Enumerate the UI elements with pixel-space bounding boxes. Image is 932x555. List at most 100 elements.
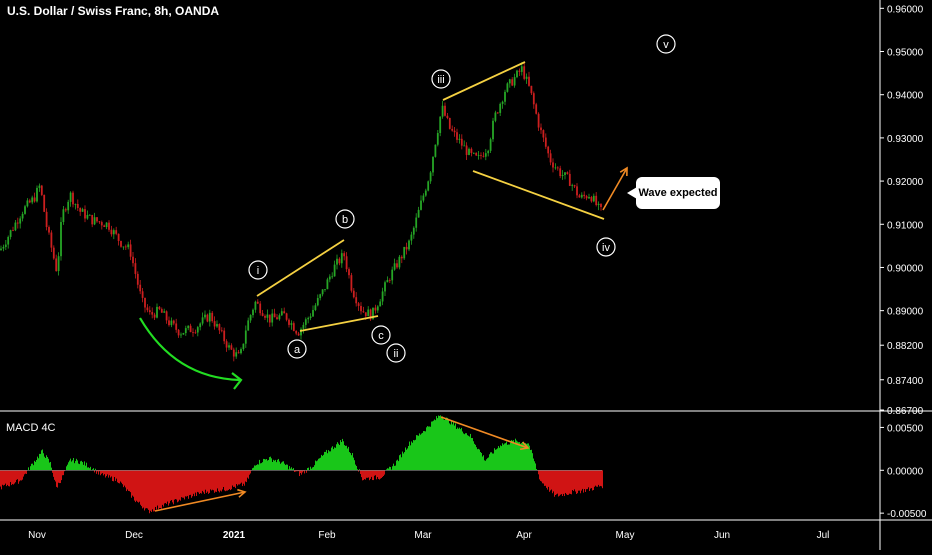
macd-bar — [535, 463, 536, 470]
macd-bar — [268, 460, 269, 470]
macd-bar — [259, 460, 260, 470]
candle-body — [475, 153, 477, 156]
macd-bar — [209, 470, 210, 493]
candle-body — [17, 223, 19, 224]
candle-body — [269, 315, 271, 323]
macd-bar — [455, 423, 456, 470]
macd-bar — [271, 458, 272, 470]
macd-bar — [78, 464, 79, 471]
macd-bar — [384, 470, 385, 474]
macd-bar — [265, 459, 266, 470]
candle-body — [154, 315, 156, 318]
macd-bar — [212, 470, 213, 489]
macd-bar — [579, 470, 580, 490]
macd-bar — [85, 466, 86, 471]
macd-bar — [555, 470, 556, 495]
price-tick-label: 0.91000 — [887, 220, 924, 231]
macd-bar — [364, 470, 365, 479]
macd-bar — [43, 453, 44, 470]
candle-body — [183, 333, 185, 335]
candle-body — [384, 282, 386, 291]
macd-bar — [406, 450, 407, 471]
price-tick-label: 0.92000 — [887, 177, 924, 188]
candle-body — [36, 188, 38, 202]
macd-bar — [233, 470, 234, 487]
macd-bar — [400, 454, 401, 470]
candle-body — [444, 106, 446, 116]
macd-bar — [411, 441, 412, 470]
candle-body — [305, 319, 307, 325]
macd-bar — [521, 443, 522, 470]
wave-label-text: ii — [394, 348, 399, 360]
macd-bar — [478, 449, 479, 470]
macd-bar — [494, 448, 495, 470]
macd-bar — [121, 470, 122, 482]
macd-bar — [320, 458, 321, 471]
macd-bar — [372, 470, 373, 480]
macd-bar — [31, 464, 32, 471]
macd-bar — [57, 470, 58, 487]
macd-bar — [193, 470, 194, 494]
candle-body — [439, 117, 441, 133]
macd-bar — [563, 470, 564, 494]
macd-bar — [16, 470, 17, 480]
macd-bar — [351, 455, 352, 470]
macd-bar — [183, 470, 184, 497]
macd-bar — [474, 444, 475, 470]
candle-body — [336, 259, 338, 265]
macd-bar — [155, 470, 156, 507]
macd-bar — [234, 470, 235, 486]
macd-bar — [164, 470, 165, 503]
macd-bar — [593, 470, 594, 490]
macd-bar — [475, 445, 476, 470]
macd-bar — [253, 468, 254, 471]
macd-bar — [206, 470, 207, 493]
candle-body — [411, 235, 413, 241]
macd-bar — [506, 442, 507, 471]
macd-bar — [42, 449, 43, 470]
candle-body — [540, 128, 542, 131]
macd-bar — [60, 470, 61, 483]
macd-bar — [432, 421, 433, 470]
candle-body — [5, 245, 7, 247]
macd-bar — [532, 453, 533, 470]
macd-bar — [531, 450, 532, 471]
macd-bar — [186, 470, 187, 496]
wave-label-ii: ii — [387, 344, 405, 362]
candle-body — [286, 313, 288, 319]
candle-body — [171, 321, 173, 325]
candle-body — [375, 308, 377, 311]
candle-body — [319, 294, 321, 298]
macd-bar — [138, 470, 139, 502]
candle-body — [41, 186, 43, 195]
candle-body — [355, 297, 357, 303]
candle-body — [312, 310, 314, 316]
macd-bar — [141, 470, 142, 506]
candle-body — [432, 157, 434, 173]
macd-bar — [519, 442, 520, 470]
candle-body — [427, 181, 429, 190]
macd-bar — [450, 424, 451, 470]
candle-body — [77, 204, 79, 208]
macd-bar — [551, 470, 552, 489]
candle-body — [161, 309, 163, 313]
macd-bar — [417, 435, 418, 470]
candle-body — [123, 247, 125, 248]
candle-body — [163, 311, 165, 312]
candle-body — [535, 104, 537, 113]
candle-body — [113, 230, 115, 234]
candle-body — [12, 230, 14, 231]
candle-body — [571, 185, 573, 186]
macd-bar — [454, 426, 455, 471]
candle-body — [156, 307, 158, 318]
macd-bar — [118, 470, 119, 483]
candle-body — [531, 86, 533, 93]
macd-bar — [39, 454, 40, 470]
candle-body — [420, 201, 422, 210]
candle-body — [221, 330, 223, 331]
macd-bar — [503, 445, 504, 471]
candle-body — [343, 253, 345, 256]
macd-bar — [181, 470, 182, 497]
candle-body — [219, 324, 221, 330]
